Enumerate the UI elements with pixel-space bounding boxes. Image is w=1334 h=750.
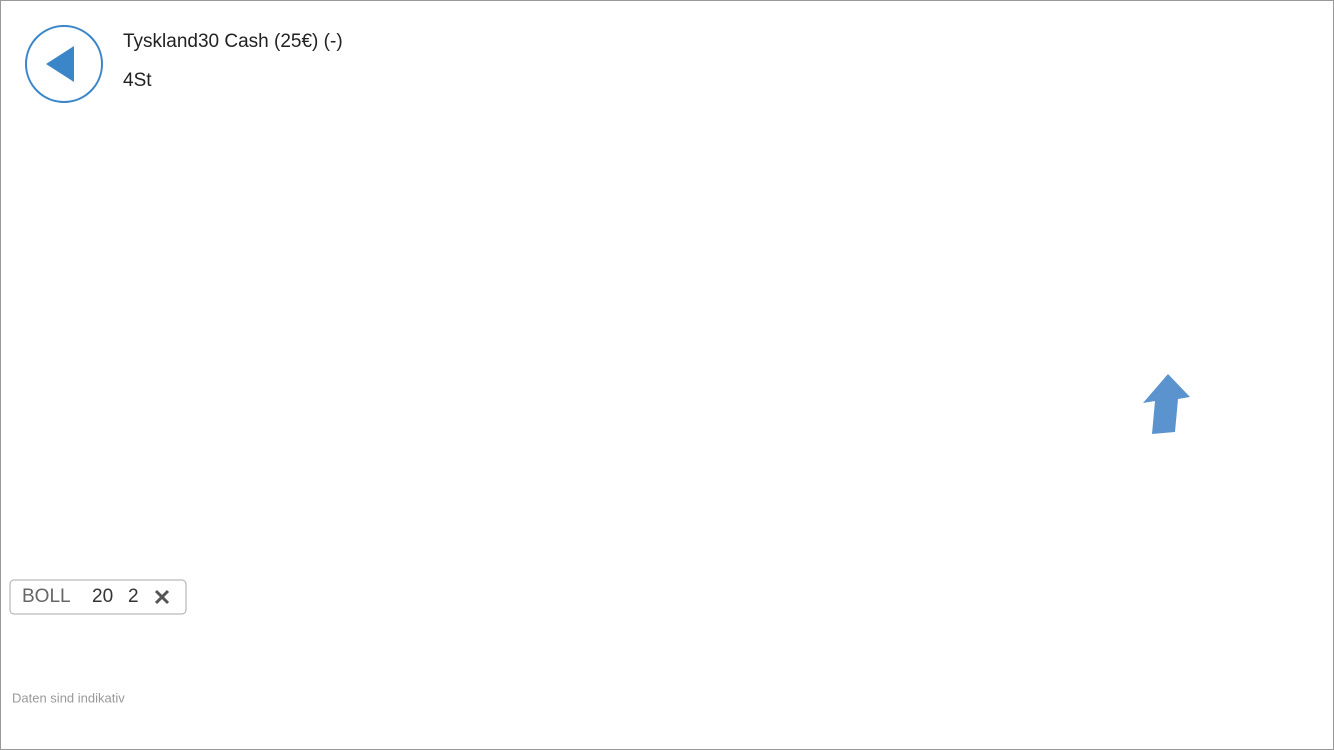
indicator-period: 20 (92, 586, 113, 607)
footnote: Daten sind indikativ (12, 690, 125, 705)
title: Tyskland30 Cash (25€) (-) (123, 31, 343, 52)
back-icon (46, 46, 74, 82)
close-icon[interactable] (154, 589, 170, 605)
interval: 4St (123, 70, 152, 91)
indicator-multiplier: 2 (128, 586, 139, 607)
indicator-name: BOLL (22, 586, 71, 607)
x-axis-strip (0, 715, 1334, 750)
indicator-chip[interactable] (9, 579, 187, 615)
arrow-icon (1143, 374, 1190, 434)
